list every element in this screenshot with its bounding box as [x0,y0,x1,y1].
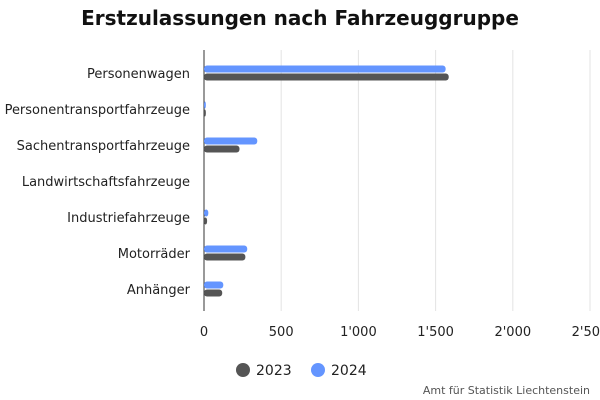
x-tick-label: 2'500 [572,325,600,340]
bar-2023 [204,145,240,153]
bar-2023 [204,109,206,117]
bar-2023 [204,289,223,297]
legend-marker [236,363,250,377]
legend-marker [311,363,325,377]
category-label: Motorräder [118,247,191,262]
bar-2024 [204,137,258,145]
category-label: Landwirtschaftsfahrzeuge [22,175,190,190]
source-note: Amt für Statistik Liechtenstein [422,384,590,397]
category-label: Personenwagen [87,67,190,82]
bar-2024 [204,281,224,289]
bar-2024 [204,101,206,109]
bar-2023 [204,253,246,261]
bar-2023 [204,217,208,225]
category-label: Sachentransportfahrzeuge [17,139,190,154]
category-label: Industriefahrzeuge [67,211,190,226]
legend-label: 2023 [256,363,292,379]
x-tick-label: 1'500 [417,325,454,340]
x-tick-label: 2'000 [494,325,531,340]
category-label: Personentransportfahrzeuge [5,103,190,118]
chart-title: Erstzulassungen nach Fahrzeuggruppe [81,6,519,30]
bar-2024 [204,245,248,253]
x-tick-label: 0 [200,325,208,340]
x-tick-label: 500 [269,325,294,340]
bar-2024 [204,209,209,217]
category-label: Anhänger [127,283,191,298]
legend-label: 2024 [331,363,367,379]
x-tick-label: 1'000 [340,325,377,340]
bar-2023 [204,73,449,81]
bar-2024 [204,65,446,73]
